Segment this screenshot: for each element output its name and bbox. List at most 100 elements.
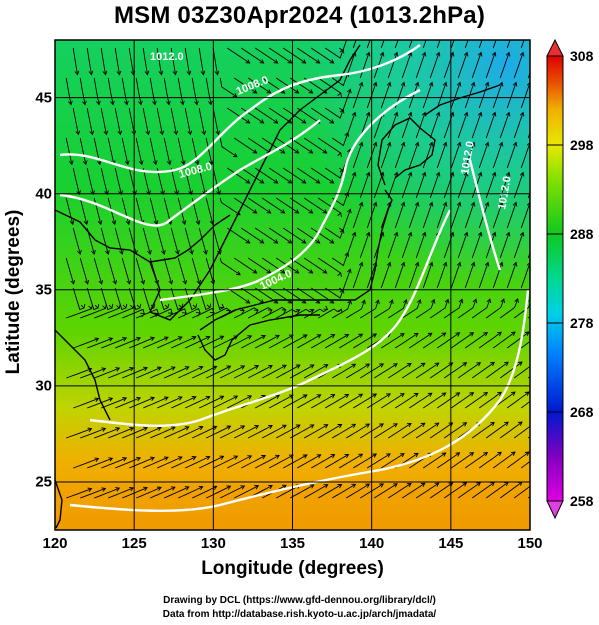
streamline [464,202,475,229]
streamline-arrow [497,451,502,457]
contour-label: 1012.0 [496,175,514,210]
streamline-arrow [441,392,447,397]
streamline [170,107,177,135]
streamline [275,424,301,439]
streamline [478,331,502,349]
streamline [80,307,106,319]
streamline [450,392,474,409]
streamline [373,363,398,379]
streamline-arrow [406,423,412,428]
streamline [296,107,320,124]
streamline [296,227,320,244]
streamline-arrow [219,395,225,400]
streamline-arrow [91,249,96,255]
streamline-arrow [469,332,475,337]
streamline [268,334,294,349]
streamline-arrow [150,336,155,341]
streamline-arrow [198,425,204,431]
streamline-arrow [386,81,392,87]
streamline [366,40,371,49]
streamline-arrow [191,396,197,401]
streamline [171,396,196,409]
plot-frame [54,39,531,531]
streamline-arrow [212,485,218,491]
streamline [226,287,250,304]
streamline [282,47,306,64]
streamline-arrow [140,312,146,318]
streamline-arrow [80,303,86,309]
streamline-arrow [166,160,172,166]
streamline [422,262,433,289]
streamline-arrow [365,51,371,57]
streamline-arrow [125,220,131,226]
streamline [135,137,143,165]
streamline-arrow [379,423,384,428]
streamline [72,287,85,311]
streamline-arrow [138,100,143,106]
streamline-arrow [87,487,93,493]
streamline [94,307,120,319]
streamline-arrow [150,303,156,309]
streamline-arrow [541,143,545,147]
streamline-arrow [519,111,525,117]
streamline-arrow [301,179,307,184]
streamline-arrow [407,111,413,117]
streamline [199,455,224,469]
streamline [184,167,192,195]
streamline-arrow [539,392,543,396]
streamline [73,458,99,469]
streamline [352,453,377,469]
streamline-arrow [158,70,164,76]
streamline-arrow [102,304,107,310]
streamline [345,423,370,439]
map-title: MSM 03Z30Apr2024 (1013.2hPa) [113,2,486,29]
streamline [164,486,189,499]
colorbar-bottom-arrow [546,500,564,520]
streamline-arrow [358,81,364,87]
streamline-arrow [375,299,380,305]
streamline-arrow [302,454,308,459]
streamline [65,137,73,165]
streamline-arrow [421,171,427,177]
streamline [163,137,171,165]
streamline-arrow [122,457,128,462]
streamline-arrow [122,303,128,309]
streamline-arrow [219,335,225,340]
streamline-arrow [399,453,405,458]
streamline-arrow [232,93,238,98]
streamline-arrow [330,394,336,399]
streamline-arrow [519,171,525,177]
streamline [128,227,137,255]
streamline [72,227,81,255]
streamline [282,334,308,349]
streamline-arrow [226,365,232,370]
streamline-arrow [361,299,366,305]
streamline-arrow [268,424,273,430]
streamline [317,137,341,154]
streamline [143,336,169,349]
streamline-arrow [476,362,482,367]
streamline-arrow [386,141,392,147]
streamline-arrow [309,484,315,489]
streamline [331,363,356,379]
streamline [254,455,280,469]
streamline [136,486,162,499]
y-tick-label: 45 [35,89,52,107]
streamline [485,232,496,259]
streamline [275,137,299,154]
streamline-arrow [498,141,504,147]
streamline [142,47,148,75]
streamline-arrow [170,486,176,491]
streamline [464,262,475,289]
streamline [289,424,315,439]
streamline [499,298,519,319]
streamline [115,397,141,409]
streamline-arrow [517,421,523,426]
streamline-arrow [344,453,350,459]
streamline-arrow [188,190,193,196]
streamline [100,167,108,195]
streamline [324,167,344,179]
streamline [129,337,155,349]
streamline [492,451,516,469]
streamline-arrow [421,231,427,237]
